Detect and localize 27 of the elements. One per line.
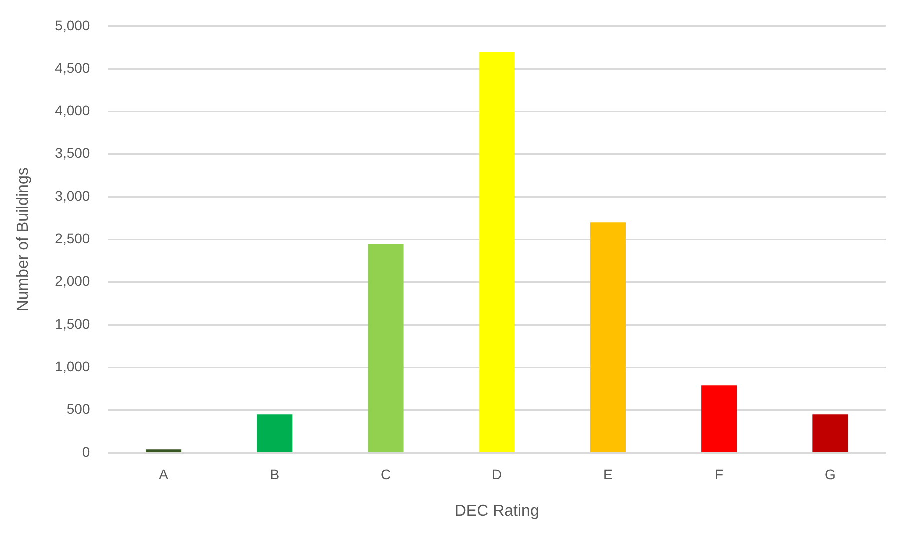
y-tick-label: 1,000 [55, 358, 90, 375]
x-tick-label: F [715, 466, 724, 482]
x-tick-label: B [270, 466, 280, 482]
y-tick-label: 0 [82, 444, 90, 460]
y-axis-title: Number of Buildings [15, 168, 32, 312]
bar [812, 414, 848, 452]
x-tick-label: G [825, 466, 836, 482]
x-tick-label: A [159, 466, 170, 482]
bar [702, 386, 738, 452]
bar [590, 222, 626, 452]
x-axis-title: DEC Rating [454, 502, 540, 520]
bar [368, 244, 404, 452]
bar [479, 52, 515, 452]
y-tick-label: 500 [66, 401, 90, 418]
y-tick-label: 1,500 [55, 316, 90, 332]
y-tick-label: 4,000 [55, 102, 90, 119]
x-tick-label: E [604, 466, 613, 482]
y-tick-label: 4,500 [55, 60, 90, 76]
y-tick-label: 5,000 [55, 17, 90, 34]
y-tick-label: 3,500 [55, 145, 90, 162]
y-tick-label: 3,000 [55, 188, 90, 204]
y-tick-label: 2,000 [55, 273, 90, 290]
x-tick-label: D [492, 466, 502, 482]
bar [146, 450, 182, 452]
y-tick-label: 2,500 [55, 230, 90, 247]
bar [257, 414, 293, 452]
x-tick-label: C [380, 466, 392, 482]
